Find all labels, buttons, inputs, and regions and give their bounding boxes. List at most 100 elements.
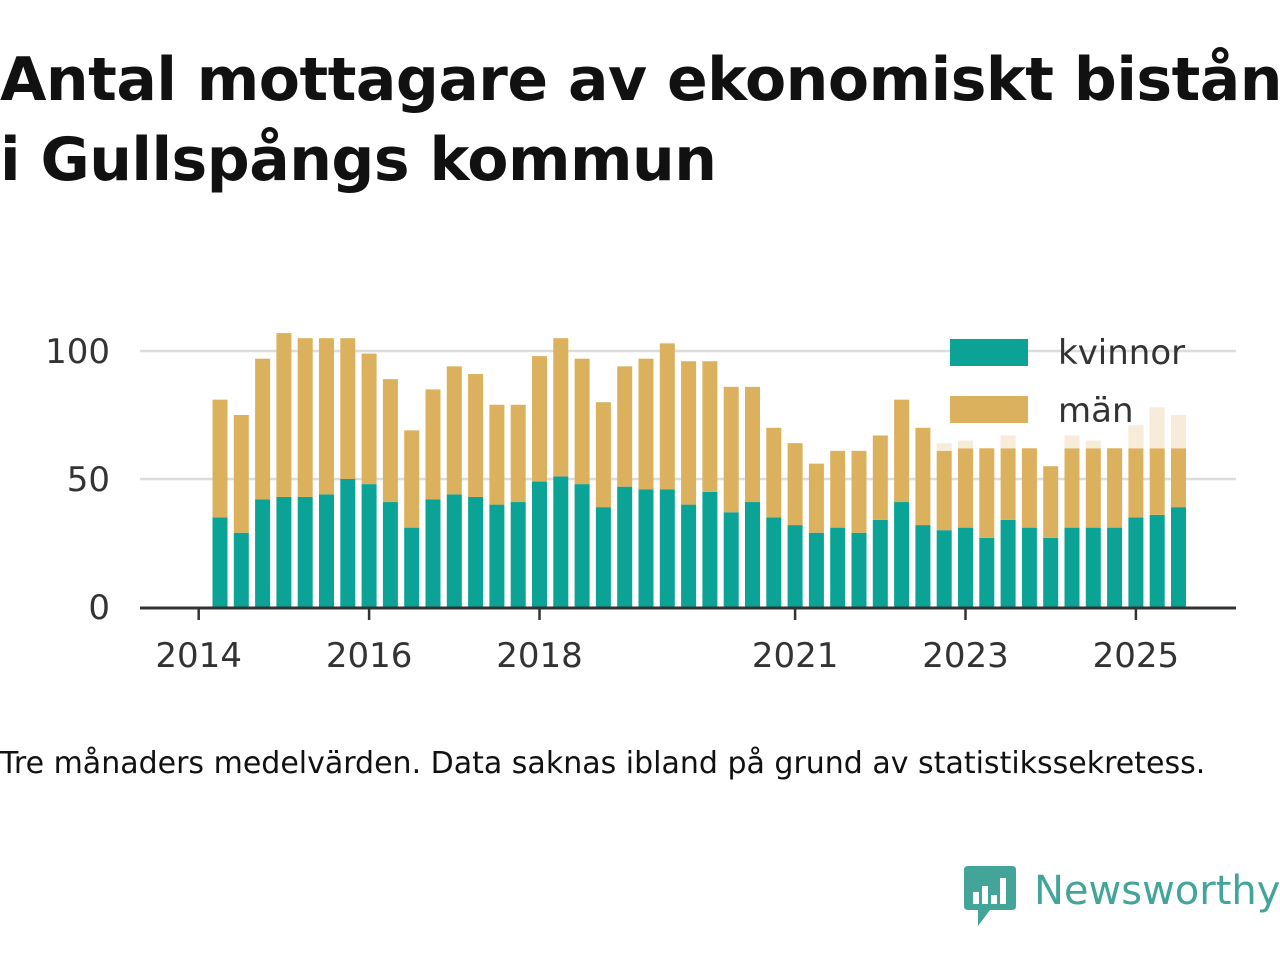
bar-kvinnor-28 [808, 532, 824, 607]
bar-kvinnor-35 [958, 527, 973, 607]
newsworthy-bars-icon [964, 866, 1016, 926]
bar-kvinnor-40 [1064, 527, 1080, 607]
bar-kvinnor-24 [723, 512, 739, 607]
y-tick-label-50: 50 [67, 460, 110, 500]
bar-kvinnor-25 [745, 502, 760, 607]
chart-title: Antal mottagare av ekonomiskt bistånd i … [0, 40, 1280, 200]
bar-man-43 [1128, 448, 1144, 518]
x-tick-label-2014: 2014 [155, 636, 242, 676]
bar-man-faded-34 [936, 443, 952, 451]
bar-man-faded-44 [1149, 407, 1165, 449]
bar-man-37 [1000, 448, 1016, 520]
bars [212, 333, 1186, 607]
bar-man-21 [659, 343, 675, 490]
bar-man-35 [958, 448, 973, 528]
bar-kvinnor-1 [233, 532, 249, 607]
bar-man-2 [255, 358, 271, 500]
bar-man-13 [489, 404, 505, 505]
bar-kvinnor-6 [340, 479, 356, 607]
bar-kvinnor-39 [1043, 537, 1059, 607]
newsworthy-logo: Newsworthy [964, 866, 1280, 930]
bar-man-24 [723, 386, 739, 513]
bar-man-36 [979, 448, 995, 538]
bar-kvinnor-37 [1000, 519, 1016, 607]
bar-man-9 [404, 430, 420, 528]
bar-man-32 [894, 399, 910, 503]
bar-man-44 [1149, 448, 1165, 515]
bar-kvinnor-12 [468, 496, 484, 607]
bar-kvinnor-17 [574, 484, 590, 607]
bar-kvinnor-11 [446, 494, 462, 607]
bar-kvinnor-45 [1171, 507, 1186, 607]
bar-man-7 [361, 353, 377, 485]
bar-kvinnor-9 [404, 527, 420, 607]
bar-kvinnor-19 [617, 486, 633, 607]
bar-man-0 [212, 399, 228, 518]
bar-man-4 [297, 338, 313, 497]
bar-kvinnor-14 [510, 502, 526, 607]
bar-kvinnor-32 [894, 502, 910, 607]
bar-kvinnor-16 [553, 476, 569, 607]
bar-man-14 [510, 404, 526, 503]
bar-man-33 [915, 427, 931, 526]
x-tick-label-2018: 2018 [496, 636, 583, 676]
bar-kvinnor-31 [872, 519, 888, 607]
bar-man-10 [425, 389, 441, 500]
stacked-bar-chart: 0 50 100 2014 2016 2018 2021 2023 2025 kvinnor m… [45, 332, 1236, 676]
bar-kvinnor-26 [766, 517, 782, 607]
x-tick-label-2016: 2016 [326, 636, 413, 676]
bar-kvinnor-27 [787, 525, 803, 607]
bar-kvinnor-18 [595, 507, 611, 607]
bar-man-41 [1085, 448, 1101, 528]
bar-kvinnor-22 [681, 504, 697, 607]
legend: kvinnor män [950, 333, 1185, 431]
bar-man-30 [851, 450, 867, 533]
bar-kvinnor-8 [382, 502, 398, 607]
bar-man-38 [1021, 448, 1037, 528]
bar-man-26 [766, 427, 782, 518]
bar-man-15 [532, 356, 547, 482]
bar-kvinnor-20 [638, 489, 654, 607]
bar-man-39 [1043, 466, 1059, 538]
x-tick-label-2021: 2021 [752, 636, 839, 676]
bar-man-45 [1171, 448, 1186, 508]
bar-kvinnor-13 [489, 504, 505, 607]
bar-kvinnor-0 [212, 517, 228, 607]
bar-kvinnor-15 [532, 481, 547, 607]
bar-kvinnor-21 [659, 489, 675, 607]
bar-kvinnor-10 [425, 499, 441, 607]
bar-kvinnor-5 [319, 494, 334, 607]
bar-man-25 [745, 386, 760, 503]
bar-man-faded-45 [1171, 415, 1186, 449]
bar-man-3 [276, 333, 292, 497]
chart-title-line-2: i Gullspångs kommun [0, 125, 717, 195]
bar-man-22 [681, 361, 697, 505]
bar-kvinnor-3 [276, 496, 292, 607]
bar-man-19 [617, 366, 633, 487]
bar-kvinnor-44 [1149, 514, 1165, 607]
bar-man-5 [319, 338, 334, 495]
bar-man-23 [702, 361, 718, 492]
bar-kvinnor-36 [979, 537, 995, 607]
bar-kvinnor-38 [1021, 527, 1037, 607]
bar-man-40 [1064, 448, 1080, 528]
legend-swatch-man [950, 396, 1028, 423]
legend-label-kvinnor: kvinnor [1058, 333, 1185, 373]
axes: 0 50 100 2014 2016 2018 2021 2023 2025 [45, 332, 1236, 676]
bar-man-31 [872, 435, 888, 520]
bar-man-faded-43 [1128, 425, 1144, 449]
legend-swatch-kvinnor [950, 339, 1028, 366]
bar-man-faded-35 [958, 440, 973, 449]
bar-man-8 [382, 379, 398, 503]
x-tick-label-2023: 2023 [922, 636, 1009, 676]
bar-kvinnor-30 [851, 532, 867, 607]
chart-caption: Tre månaders medelvärden. Data saknas ib… [0, 746, 1206, 781]
bar-man-20 [638, 358, 654, 490]
bar-man-28 [808, 463, 824, 533]
bar-man-29 [830, 450, 846, 528]
bar-kvinnor-42 [1107, 527, 1123, 607]
legend-label-man: män [1058, 391, 1134, 431]
bar-kvinnor-2 [255, 499, 271, 607]
bar-man-1 [233, 415, 249, 533]
bar-man-12 [468, 374, 484, 497]
